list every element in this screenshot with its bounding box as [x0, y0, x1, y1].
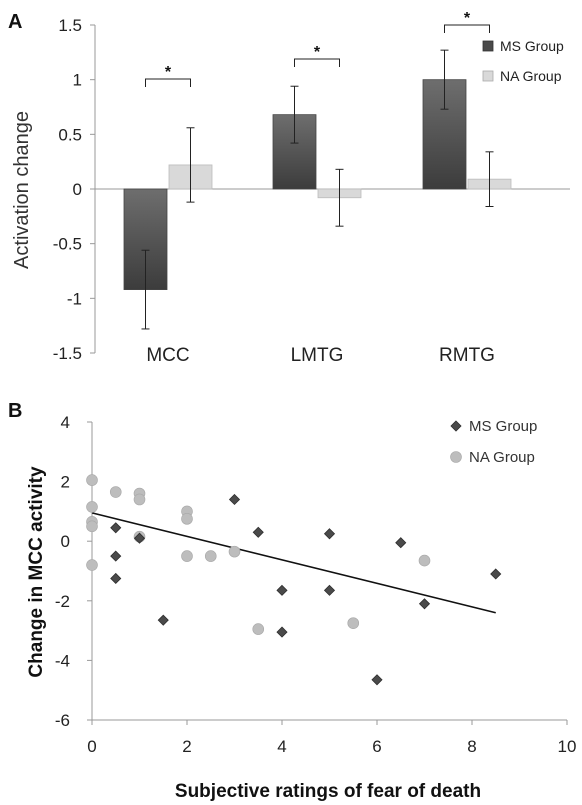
- x-tick-label: 8: [467, 737, 476, 756]
- y-tick-label: -4: [55, 651, 70, 670]
- panel-b-legend: MS Group NA Group: [450, 418, 537, 466]
- significance-star: *: [165, 64, 172, 81]
- legend-swatch-na: [482, 70, 494, 82]
- ms-point: [110, 572, 122, 585]
- trendline: [91, 512, 496, 614]
- legend-label: NA Group: [500, 68, 562, 84]
- panel-b-y-ticks: 4 2 0 -2 -4 -6: [55, 413, 92, 730]
- panel-b-x-ticks: 0 2 4 6 8 10: [87, 720, 576, 756]
- na-point: [418, 554, 431, 567]
- na-point: [252, 623, 265, 635]
- na-point: [86, 520, 98, 533]
- legend-label: MS Group: [500, 38, 564, 54]
- na-point: [86, 501, 98, 513]
- na-point: [133, 493, 146, 506]
- panel-b-letter: B: [8, 400, 22, 422]
- ms-point: [395, 537, 407, 549]
- na-point: [347, 617, 360, 629]
- ms-point: [252, 526, 264, 538]
- legend-marker-ms: [450, 420, 462, 432]
- category-label: MCC: [146, 345, 189, 366]
- significance-star: *: [314, 44, 321, 61]
- ms-point: [110, 522, 122, 534]
- ms-point: [490, 568, 502, 580]
- na-point: [109, 486, 122, 498]
- panel-b-points: [86, 474, 502, 686]
- ms-point: [110, 550, 122, 562]
- category-label: LMTG: [291, 345, 344, 366]
- na-point: [86, 474, 98, 486]
- significance-bracket: [294, 58, 340, 67]
- panel-a-categories: MCC LMTG RMTG: [146, 345, 495, 366]
- na-point: [228, 545, 241, 558]
- panel-b-x-axis-title: Subjective ratings of fear of death: [175, 781, 481, 802]
- panel-a-significance: * * *: [145, 10, 490, 87]
- ms-point: [276, 584, 288, 596]
- y-tick-label: 4: [61, 413, 70, 432]
- x-tick-label: 6: [372, 737, 381, 756]
- panel-a-legend: MS Group NA Group: [482, 38, 564, 84]
- ms-point: [276, 626, 288, 638]
- ms-point: [157, 614, 169, 626]
- panel-b-trendline: [91, 512, 496, 614]
- ms-point: [371, 674, 383, 686]
- panel-b-y-axis-title: Change in MCC activity: [26, 466, 47, 678]
- y-tick-label: -2: [55, 592, 70, 611]
- y-tick-label: 0: [61, 532, 70, 551]
- y-tick-label: 0: [73, 180, 82, 199]
- x-tick-label: 0: [87, 737, 96, 756]
- y-tick-label: -1: [67, 289, 82, 308]
- y-tick-label: -1.5: [53, 344, 82, 363]
- na-point: [181, 550, 193, 562]
- legend-marker-na: [450, 451, 462, 463]
- panel-a-y-axis-title: Activation change: [11, 111, 33, 269]
- na-point: [204, 550, 217, 562]
- y-tick-label: -0.5: [53, 235, 82, 254]
- panel-a-y-ticks: 1.5 1 0.5 0 -0.5 -1 -1.5: [53, 16, 95, 363]
- panel-b-axes: [91, 422, 567, 721]
- ms-point: [228, 493, 241, 506]
- ms-point: [323, 584, 336, 596]
- y-tick-label: 1: [73, 71, 82, 90]
- legend-swatch-ms: [482, 40, 494, 52]
- ms-point: [133, 532, 146, 544]
- x-tick-label: 10: [558, 737, 577, 756]
- significance-star: *: [464, 10, 471, 27]
- y-tick-label: -6: [55, 711, 70, 730]
- na-point: [86, 559, 98, 571]
- legend-label: MS Group: [469, 418, 537, 435]
- category-label: RMTG: [439, 345, 495, 366]
- legend-label: NA Group: [469, 449, 535, 466]
- panel-a-bars: [123, 79, 512, 290]
- ms-point: [418, 598, 431, 610]
- na-point: [181, 513, 193, 525]
- y-tick-label: 2: [61, 473, 70, 492]
- y-tick-label: 0.5: [58, 125, 82, 144]
- panel-a-letter: A: [8, 11, 22, 33]
- significance-bracket: [444, 24, 490, 33]
- significance-bracket: [145, 78, 191, 87]
- ms-point: [323, 528, 336, 540]
- y-tick-label: 1.5: [58, 16, 82, 35]
- x-tick-label: 4: [277, 737, 286, 756]
- x-tick-label: 2: [182, 737, 191, 756]
- panel-a-error-bars: [141, 49, 494, 330]
